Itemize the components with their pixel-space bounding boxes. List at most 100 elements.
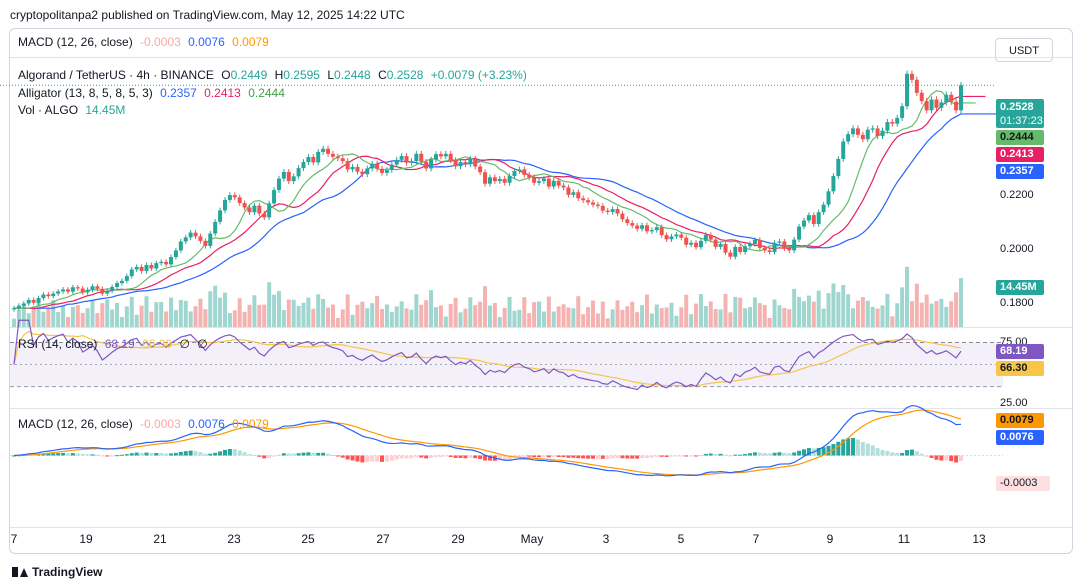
macd-histogram-bar: [340, 455, 345, 458]
macd-histogram-bar: [61, 452, 66, 456]
volume-bar: [698, 294, 703, 327]
macd-legend[interactable]: MACD (12, 26, close) -0.0003 0.0076 0.00…: [18, 417, 273, 431]
time-axis-label: 23: [227, 532, 241, 546]
candle-body: [679, 234, 684, 238]
volume-bar: [537, 301, 542, 327]
volume-legend[interactable]: Vol · ALGO 14.45M: [18, 103, 129, 117]
pane-separator-macd[interactable]: [10, 408, 1072, 409]
volume-bar: [169, 297, 174, 327]
candle-body: [669, 236, 674, 240]
volume-bar: [689, 314, 694, 327]
volume-bar: [949, 301, 954, 327]
macd-histogram-bar: [468, 455, 473, 458]
macd-histogram-bar: [169, 453, 174, 456]
candle-body: [115, 283, 120, 287]
candle-body: [350, 166, 355, 170]
macd-histogram-bar: [664, 455, 669, 457]
candle-body: [242, 203, 247, 208]
macd-histogram-bar: [762, 453, 767, 456]
macd-hist-value: -0.0003: [140, 417, 181, 431]
macd-histogram-bar: [433, 455, 438, 458]
currency-selector[interactable]: USDT: [995, 38, 1053, 62]
macd-histogram-bar: [679, 455, 684, 457]
macd-histogram-bar: [870, 445, 875, 456]
rsi-legend[interactable]: RSI (14, close) 68.19 66.30 ∅ ∅: [18, 337, 212, 351]
volume-bar: [752, 297, 757, 327]
volume-bar: [654, 304, 659, 327]
volume-bar: [124, 306, 129, 327]
macd-histogram-bar: [929, 455, 934, 458]
macd-histogram-bar: [767, 453, 772, 456]
candle-body: [340, 158, 345, 162]
candle-body: [846, 134, 851, 142]
symbol-legend[interactable]: Algorand / TetherUS · 4h · BINANCE O0.24…: [18, 68, 531, 82]
macd-histogram-bar: [487, 455, 492, 461]
candle-body: [203, 240, 208, 246]
macd-histogram-bar: [227, 448, 232, 456]
time-axis-label: 25: [301, 532, 315, 546]
top-macd-signal: 0.0079: [232, 35, 269, 49]
volume-bar: [154, 302, 159, 327]
alligator-legend[interactable]: Alligator (13, 8, 5, 8, 5, 3) 0.2357 0.2…: [18, 86, 289, 100]
volume-bar: [875, 308, 880, 327]
volume-bar: [954, 292, 959, 327]
candle-body: [895, 117, 900, 124]
candle-body: [193, 232, 198, 237]
macd-name: MACD (12, 26, close): [18, 417, 133, 431]
volume-bar: [232, 310, 237, 327]
volume-bar: [546, 296, 551, 327]
macd-histogram-bar: [777, 452, 782, 456]
macd-histogram-bar: [80, 454, 85, 456]
price-axis-label: 0.1800: [1000, 297, 1034, 309]
volume-bar: [939, 298, 944, 327]
price-badge[interactable]: 0.2528 01:37:23: [996, 99, 1044, 128]
volume-bar: [821, 308, 826, 327]
candle-body: [703, 234, 708, 241]
macd-histogram-bar: [463, 455, 468, 459]
candle-body: [487, 177, 492, 184]
volume-bar: [399, 301, 404, 327]
candle-body: [689, 242, 694, 245]
volume-bar: [895, 303, 900, 327]
macd-histogram-bar: [164, 453, 169, 456]
macd-histogram-bar: [306, 452, 311, 456]
pane-separator-rsi[interactable]: [10, 327, 1072, 328]
volume-bar: [610, 309, 615, 327]
volume-bar: [664, 307, 669, 327]
change-value: +0.0079 (+3.23%): [430, 68, 527, 82]
macd-histogram-bar: [95, 454, 100, 456]
volume-bar: [80, 312, 85, 327]
volume-bar: [478, 301, 483, 327]
volume-bar: [468, 297, 473, 327]
volume-bar: [31, 307, 36, 327]
candle-body: [905, 73, 910, 107]
macd-histogram-bar: [934, 455, 939, 460]
volume-bar: [389, 312, 394, 327]
rsi-name: RSI (14, close): [18, 337, 98, 351]
macd-histogram-bar: [458, 455, 463, 458]
tradingview-brand[interactable]: TradingView: [12, 565, 102, 579]
candle-body: [124, 276, 129, 281]
candle-body: [360, 171, 365, 175]
chart-frame[interactable]: MACD (12, 26, close) -0.0003 0.0076 0.00…: [9, 28, 1073, 554]
candle-body: [164, 261, 169, 265]
candle-body: [826, 191, 831, 205]
volume-bar: [159, 301, 164, 327]
volume-bar: [811, 301, 816, 327]
macd-histogram-bar: [738, 454, 743, 456]
volume-bar: [21, 303, 26, 327]
macd-histogram-bar: [85, 454, 90, 456]
top-macd-legend[interactable]: MACD (12, 26, close) -0.0003 0.0076 0.00…: [18, 35, 269, 49]
macd-histogram-bar: [635, 455, 640, 459]
macd-histogram-bar: [797, 450, 802, 456]
volume-bar: [934, 300, 939, 327]
volume-bar: [841, 285, 846, 327]
volume-bar: [630, 301, 635, 327]
macd-histogram-bar: [674, 455, 679, 457]
candle-body: [247, 207, 252, 213]
volume-bar: [502, 307, 507, 327]
candle-body: [355, 166, 360, 172]
macd-histogram-bar: [959, 455, 963, 461]
candle-body: [659, 227, 664, 236]
